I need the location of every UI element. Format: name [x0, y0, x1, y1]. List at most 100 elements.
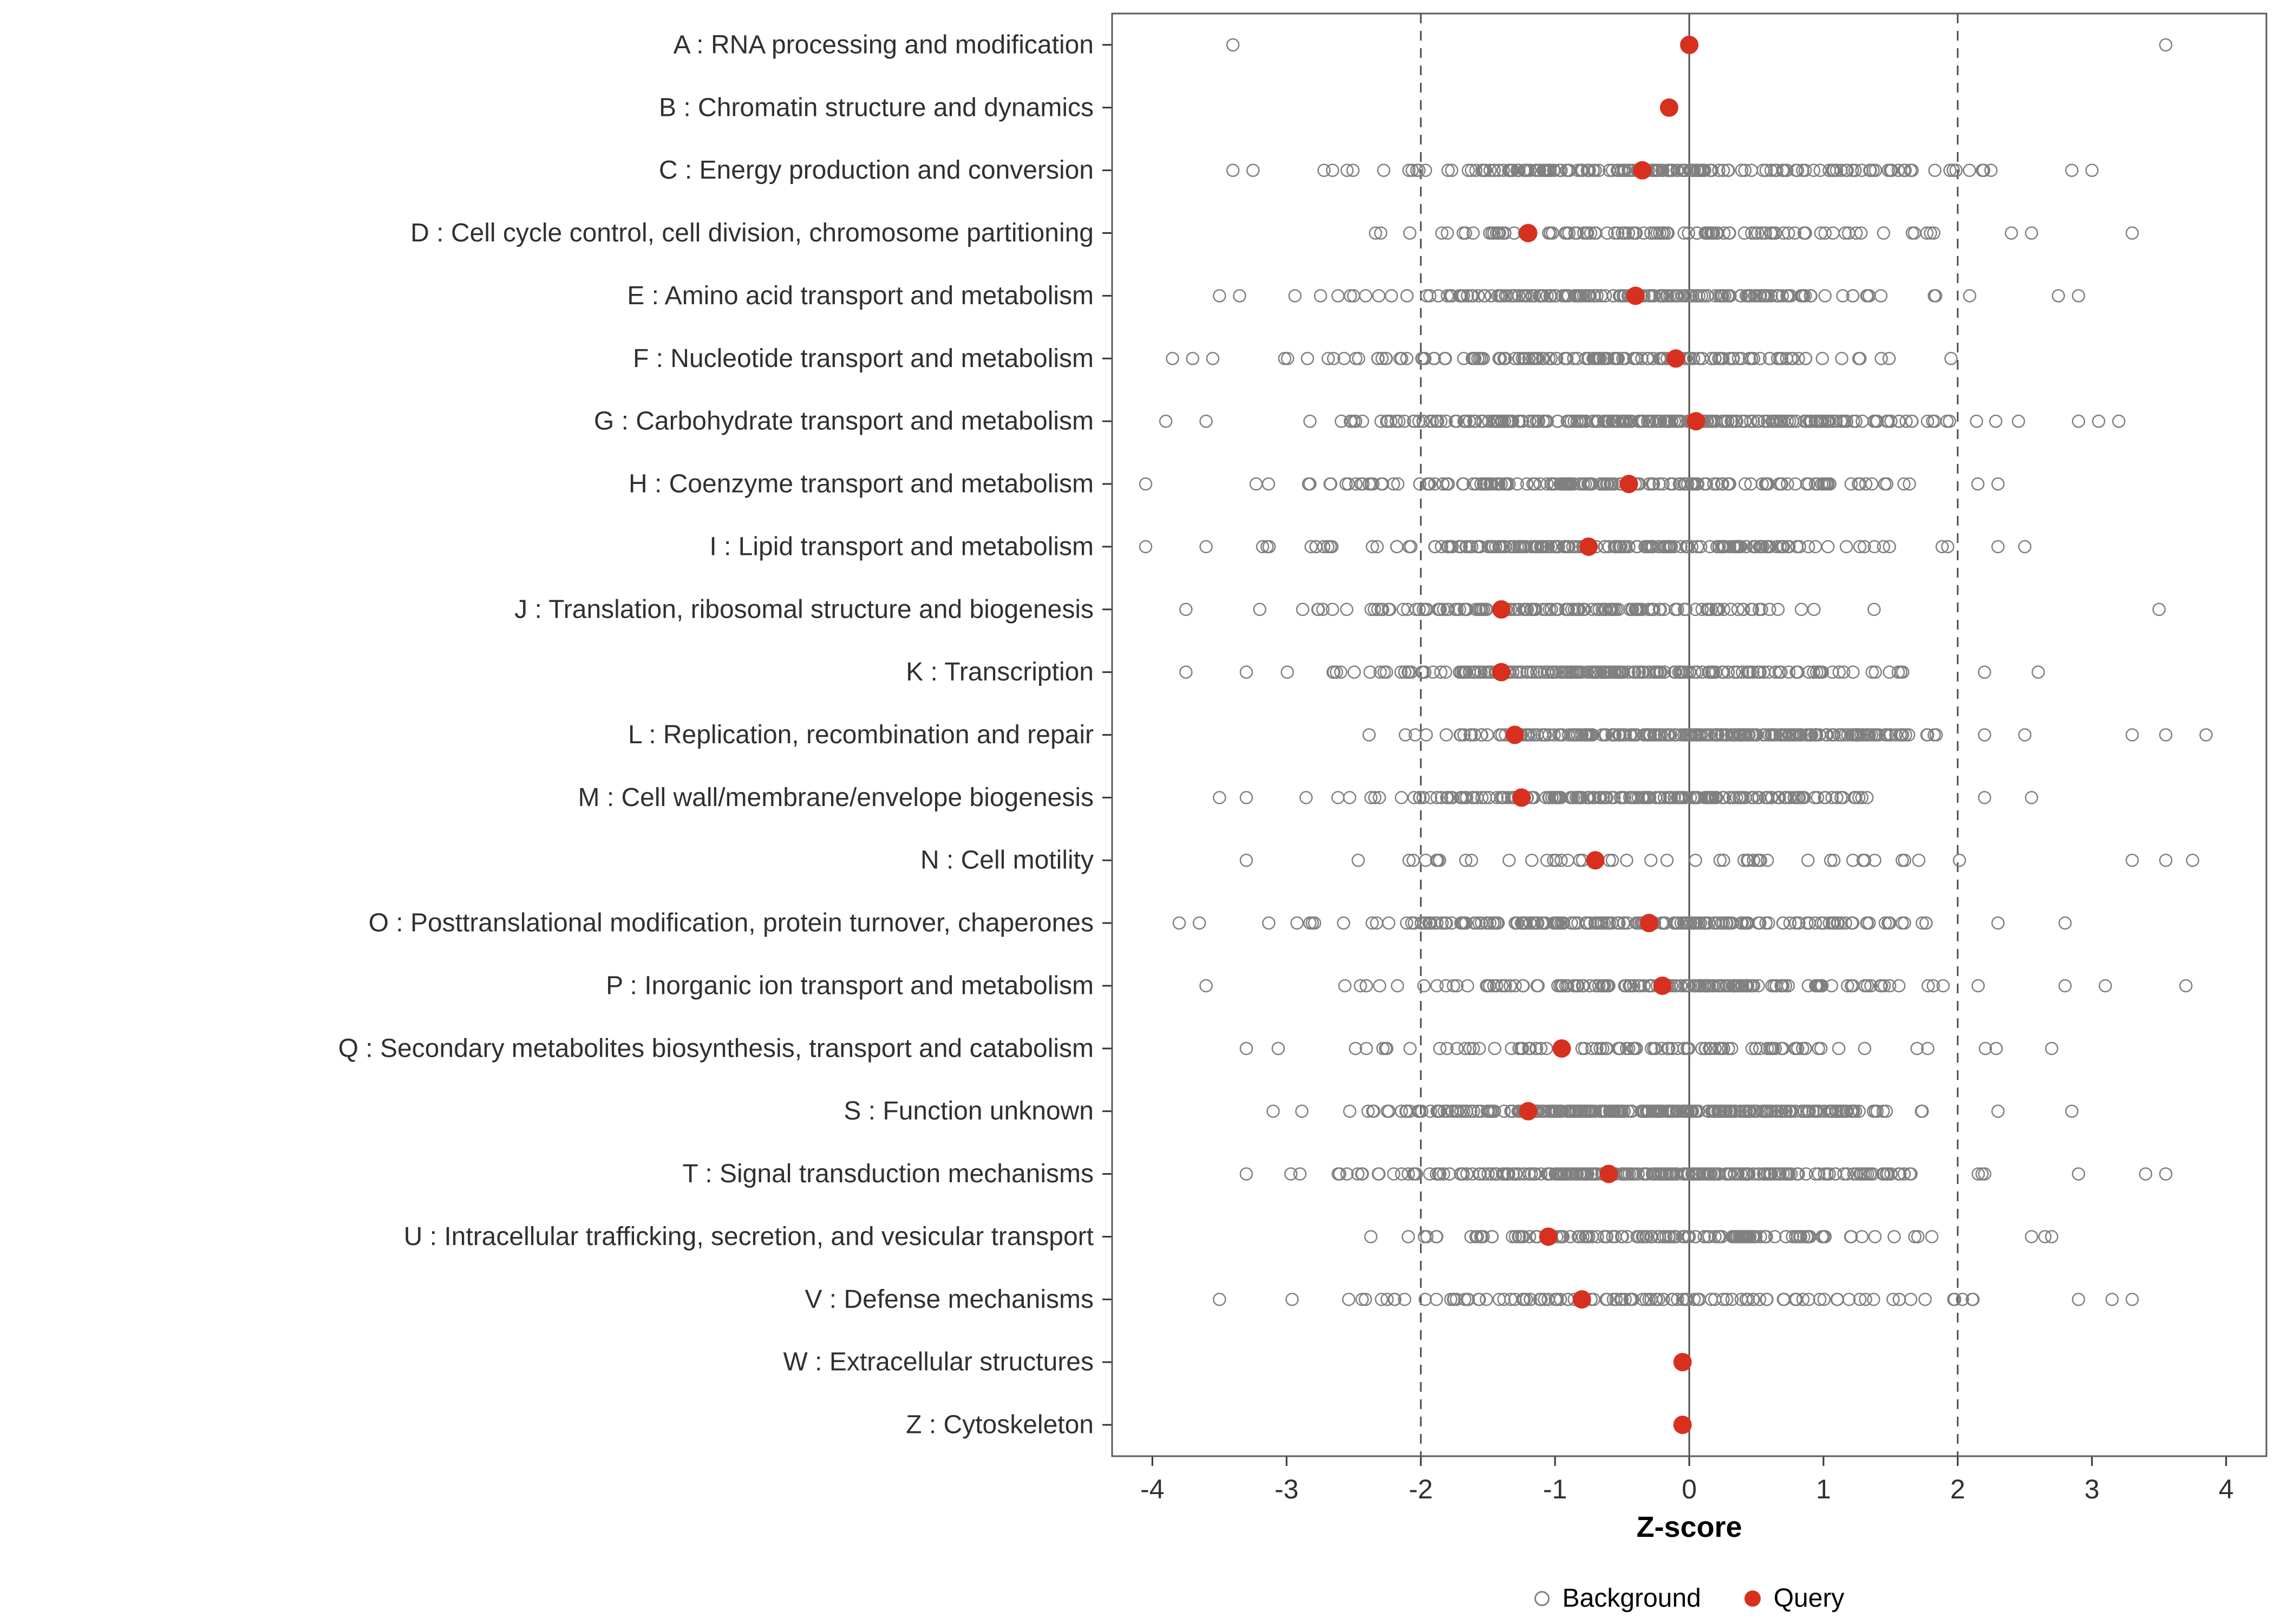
background-point: [1751, 853, 1765, 867]
background-point: [1702, 1230, 1716, 1243]
background-point: [2179, 979, 2193, 993]
background-point: [1642, 1104, 1656, 1118]
x-tick-label: 3: [2084, 1474, 2100, 1504]
background-point: [1533, 477, 1547, 491]
background-point: [1398, 665, 1412, 679]
background-point: [1952, 853, 1966, 867]
background-point: [1866, 1167, 1880, 1181]
background-point: [1256, 540, 1270, 554]
query-point: [1519, 224, 1538, 243]
background-point: [1374, 414, 1388, 428]
background-point: [2099, 979, 2112, 993]
background-point: [1563, 1230, 1577, 1243]
background-point: [1374, 603, 1388, 617]
background-point: [1547, 163, 1560, 177]
background-point: [1340, 1167, 1354, 1181]
background-point: [1749, 1230, 1763, 1243]
background-point: [1971, 1167, 1985, 1181]
background-point: [1517, 163, 1531, 177]
background-point: [1364, 791, 1378, 804]
background-point: [1792, 916, 1806, 930]
background-point: [1442, 1167, 1456, 1181]
query-point: [1539, 1227, 1558, 1246]
background-point: [1607, 665, 1621, 679]
background-point: [1483, 477, 1497, 491]
background-point: [1852, 477, 1865, 491]
background-point: [1439, 979, 1453, 993]
background-point: [1693, 1167, 1707, 1181]
background-point: [1861, 289, 1874, 303]
background-point: [1668, 603, 1682, 617]
background-point: [1903, 477, 1916, 491]
background-point: [1799, 1167, 1813, 1181]
x-tick-label: -4: [1140, 1474, 1164, 1504]
background-point: [1487, 979, 1501, 993]
background-point: [1391, 477, 1404, 491]
background-point: [1408, 1167, 1422, 1181]
background-point: [1723, 791, 1736, 804]
background-point: [2031, 665, 2045, 679]
background-point: [1777, 163, 1791, 177]
background-point: [1883, 540, 1897, 554]
background-point: [1989, 414, 2003, 428]
category-row: K : Transcription: [906, 658, 2045, 686]
background-point: [1924, 226, 1937, 240]
background-point: [1213, 289, 1226, 303]
background-point: [1573, 853, 1587, 867]
category-label: F : Nucleotide transport and metabolism: [633, 344, 1094, 373]
background-point: [1647, 1042, 1661, 1056]
background-point: [1299, 791, 1313, 804]
background-point: [1559, 603, 1573, 617]
background-point: [1645, 477, 1659, 491]
category-row: O : Posttranslational modification, prot…: [369, 909, 2072, 938]
background-point: [1535, 916, 1548, 930]
category-row: I : Lipid transport and metabolism: [709, 532, 2032, 561]
background-point: [1893, 1167, 1907, 1181]
background-point: [1515, 1042, 1530, 1056]
background-point: [1606, 414, 1619, 428]
background-point: [1430, 916, 1444, 930]
background-point: [1253, 603, 1266, 617]
background-point: [1756, 163, 1770, 177]
background-point: [1832, 1042, 1846, 1056]
background-point: [1717, 226, 1731, 240]
background-point: [1517, 979, 1530, 993]
background-point: [1670, 289, 1684, 303]
query-point: [1626, 286, 1645, 305]
background-point: [1713, 853, 1727, 867]
background-point: [1463, 1042, 1476, 1056]
background-point: [1317, 540, 1331, 554]
background-point: [1485, 1230, 1499, 1243]
background-point: [1834, 1104, 1848, 1118]
background-point: [1941, 540, 1955, 554]
background-point: [1186, 352, 1199, 365]
background-point: [1369, 226, 1382, 240]
background-point: [1589, 979, 1603, 993]
background-point: [1480, 1104, 1494, 1118]
background-point: [1324, 477, 1338, 491]
background-point: [1450, 1042, 1464, 1056]
background-point: [1819, 728, 1833, 742]
background-point: [1768, 1230, 1782, 1243]
background-point: [1836, 414, 1850, 428]
background-point: [1685, 1167, 1699, 1181]
background-point: [1520, 477, 1534, 491]
background-point: [1394, 665, 1408, 679]
background-point: [1323, 540, 1337, 554]
x-tick-label: 2: [1950, 1474, 1965, 1504]
background-point: [2159, 853, 2173, 867]
background-point: [1309, 540, 1323, 554]
background-point: [1592, 916, 1605, 930]
background-point: [1550, 352, 1564, 365]
background-point: [1515, 352, 1530, 365]
background-point: [1763, 1042, 1777, 1056]
background-point: [2024, 1230, 2038, 1243]
background-point: [1658, 540, 1672, 554]
background-point: [1303, 477, 1317, 491]
background-point: [1575, 1042, 1589, 1056]
background-point: [1978, 1167, 1991, 1181]
background-point: [1503, 163, 1517, 177]
background-point: [1413, 791, 1427, 804]
background-point: [1643, 791, 1657, 804]
background-point: [1664, 163, 1678, 177]
